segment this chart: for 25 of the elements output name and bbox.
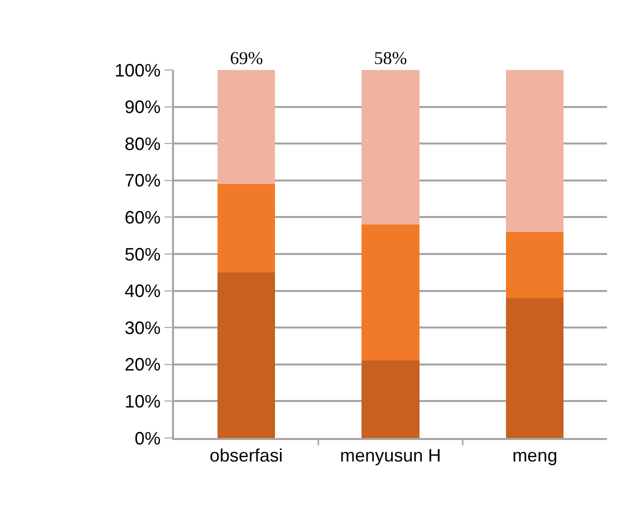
x-tick-label: menyusun H	[340, 445, 442, 466]
x-tick-label: obserfasi	[210, 445, 283, 466]
y-tick-label: 60%	[124, 208, 161, 228]
bar	[217, 184, 276, 272]
annotation: 58%	[374, 48, 407, 68]
y-tick-label: 90%	[124, 97, 161, 118]
x-tick-label: meng	[512, 445, 558, 466]
y-tick-label: 100%	[114, 60, 161, 80]
y-tick-label: 20%	[124, 354, 161, 375]
bar	[506, 70, 564, 232]
y-tick-label: 40%	[124, 281, 161, 302]
bar	[362, 70, 420, 225]
annotation: 69%	[230, 48, 263, 68]
bar	[217, 70, 276, 184]
bar	[362, 360, 420, 438]
y-tick-label: 70%	[124, 170, 161, 191]
y-tick-label: 10%	[124, 392, 161, 412]
y-tick-label: 50%	[124, 244, 161, 264]
y-tick-label: 80%	[124, 134, 161, 154]
bar	[506, 298, 564, 438]
bar	[506, 232, 564, 298]
bar	[217, 272, 276, 438]
y-tick-label: 0%	[134, 428, 161, 448]
bar	[362, 224, 420, 361]
y-tick-label: 30%	[124, 318, 161, 338]
